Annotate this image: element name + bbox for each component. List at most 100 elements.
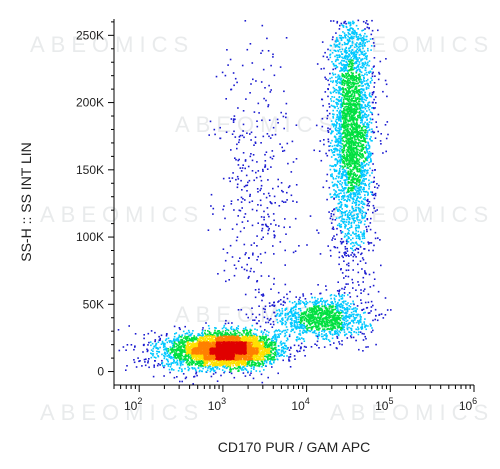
data-point — [305, 300, 307, 303]
data-point — [360, 78, 362, 81]
data-point — [354, 55, 356, 58]
data-point — [340, 204, 343, 206]
data-point — [326, 173, 329, 176]
data-point — [367, 83, 369, 86]
data-point — [321, 305, 324, 307]
data-point — [339, 170, 341, 173]
data-point — [352, 121, 354, 123]
data-point — [338, 116, 341, 118]
data-point — [349, 124, 351, 126]
data-point — [155, 357, 157, 359]
data-point — [268, 275, 270, 277]
data-point — [346, 148, 348, 151]
data-point — [251, 313, 254, 315]
data-point — [304, 325, 307, 328]
data-point — [347, 191, 349, 193]
data-point — [307, 313, 309, 316]
data-point — [336, 329, 338, 331]
data-point — [337, 160, 340, 163]
data-point — [368, 60, 371, 62]
data-point — [367, 225, 370, 228]
data-point — [343, 32, 346, 34]
data-point — [249, 270, 252, 273]
data-point — [337, 76, 339, 78]
data-point — [353, 105, 356, 107]
data-point — [348, 163, 350, 165]
data-point — [284, 329, 287, 332]
data-point — [359, 112, 362, 115]
data-point — [260, 52, 262, 54]
data-point — [335, 101, 337, 104]
data-point — [273, 195, 276, 198]
data-point — [196, 374, 198, 377]
data-point — [371, 130, 374, 133]
data-point — [178, 327, 181, 329]
data-point — [346, 309, 349, 312]
data-point — [382, 90, 384, 93]
data-point — [353, 303, 355, 306]
data-point — [356, 190, 358, 193]
data-point — [238, 209, 241, 212]
data-point — [363, 77, 365, 79]
data-point — [358, 331, 360, 333]
data-point — [374, 137, 377, 139]
data-point — [173, 351, 175, 353]
data-point — [342, 93, 344, 96]
data-point — [362, 94, 364, 96]
data-point — [174, 333, 176, 335]
data-point — [346, 155, 349, 157]
data-point — [193, 376, 195, 378]
data-point — [261, 361, 264, 363]
data-point — [343, 80, 346, 83]
data-point — [244, 199, 246, 201]
data-point — [255, 316, 257, 319]
data-point — [344, 55, 346, 58]
data-point — [353, 76, 355, 79]
data-point — [245, 329, 248, 331]
data-point — [358, 104, 360, 106]
data-point — [358, 34, 361, 36]
data-point — [357, 234, 359, 237]
data-point — [354, 46, 356, 48]
data-point — [320, 299, 322, 302]
data-point — [256, 235, 258, 237]
data-point — [225, 327, 227, 329]
data-point — [263, 311, 266, 313]
data-point — [345, 252, 347, 254]
data-point — [340, 205, 342, 207]
data-point — [225, 98, 227, 100]
data-point — [356, 180, 358, 183]
data-point — [338, 34, 341, 37]
data-point — [377, 130, 379, 133]
data-point — [236, 183, 239, 186]
data-point — [246, 263, 248, 266]
data-point — [330, 149, 332, 151]
data-point — [341, 301, 344, 303]
data-point — [350, 222, 352, 225]
data-point — [273, 301, 275, 304]
data-point — [167, 351, 169, 353]
data-point — [171, 347, 174, 349]
data-point — [361, 29, 363, 32]
data-point — [371, 29, 374, 32]
data-point — [359, 260, 362, 262]
data-point — [315, 309, 318, 311]
data-point — [384, 79, 387, 82]
data-point — [368, 182, 371, 185]
data-point — [173, 342, 176, 344]
data-point — [360, 172, 362, 174]
data-point — [343, 153, 345, 156]
data-point — [357, 46, 360, 49]
data-point — [346, 325, 349, 327]
data-point — [348, 308, 351, 310]
data-point — [340, 100, 343, 102]
data-point — [177, 355, 179, 357]
data-point — [324, 334, 326, 336]
data-point — [316, 305, 318, 308]
data-point — [344, 93, 347, 96]
data-point — [371, 79, 373, 81]
data-point — [340, 150, 343, 152]
data-point — [349, 159, 351, 161]
data-point — [346, 76, 349, 78]
data-point — [278, 308, 280, 311]
